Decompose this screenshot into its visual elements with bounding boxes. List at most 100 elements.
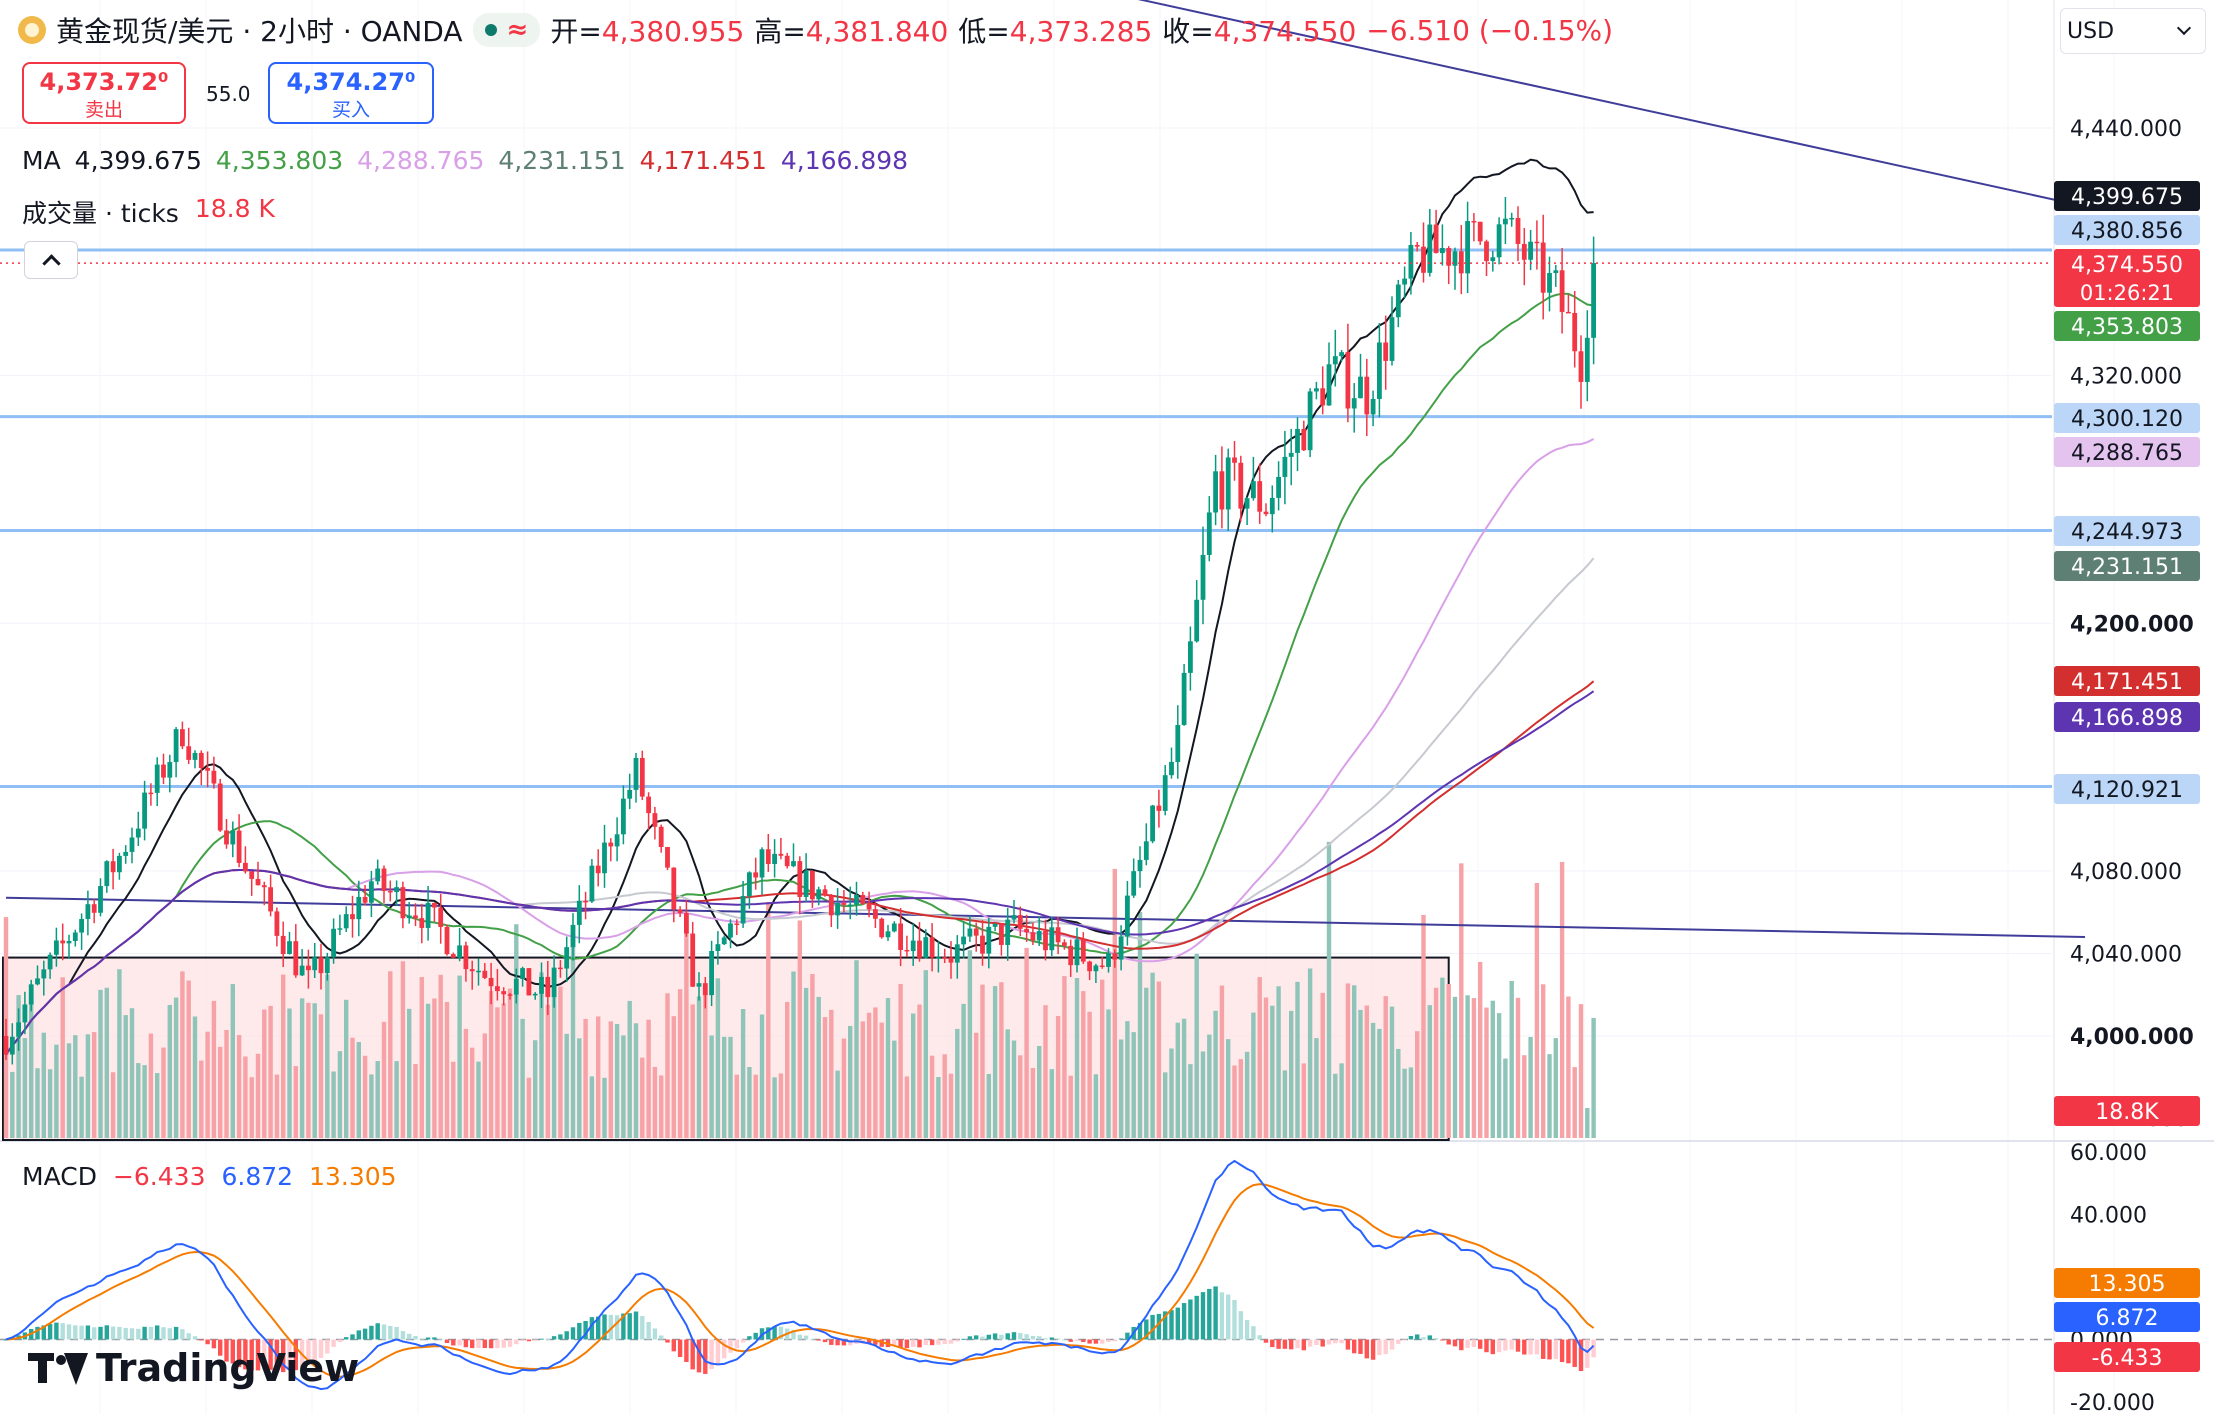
ma-legend[interactable]: MA 4,399.675 4,353.803 4,288.765 4,231.1… [22, 146, 908, 175]
candle [1156, 789, 1162, 828]
candle [526, 968, 532, 996]
candle [847, 886, 853, 920]
candle [1276, 461, 1281, 511]
volume-bar [1528, 1036, 1533, 1138]
volume-bar [709, 1035, 714, 1138]
volume-bar [564, 1033, 569, 1138]
macd-hist-value: −6.433 [112, 1162, 206, 1191]
candle [142, 780, 147, 841]
volume-bar [948, 1073, 954, 1138]
candle [658, 824, 664, 853]
candle [148, 783, 154, 806]
candle [873, 902, 878, 928]
volume-bar [1496, 1013, 1502, 1138]
candle [1559, 248, 1565, 334]
volume-bar [312, 1003, 317, 1138]
candle [759, 847, 765, 895]
volume-bar [866, 1012, 872, 1138]
candle [1213, 454, 1218, 526]
volume-bar [1238, 1059, 1243, 1138]
volume-bar [646, 1019, 651, 1138]
candle [255, 861, 261, 886]
candle [1458, 225, 1464, 295]
macd-histogram-bar [652, 1328, 658, 1340]
collapse-legend-button[interactable] [24, 241, 78, 279]
macd-histogram-bar [974, 1335, 979, 1340]
candle [810, 870, 815, 909]
volume-bar [1446, 983, 1451, 1138]
candle [1068, 939, 1074, 977]
market-status-pill[interactable]: ≈ [472, 13, 541, 47]
candle [570, 913, 576, 961]
macd-histogram-bar [205, 1339, 210, 1345]
macd-histogram-bar [1125, 1332, 1130, 1340]
candle [444, 924, 450, 956]
candle [1465, 201, 1470, 294]
buy-button[interactable]: 4,374.27⁰ 买入 [268, 62, 434, 124]
volume-bar [117, 969, 122, 1138]
volume-bar [1585, 1108, 1590, 1138]
candle [1169, 747, 1174, 779]
buy-label: 买入 [331, 99, 370, 121]
candle [369, 870, 374, 918]
macd-histogram-bar [224, 1339, 229, 1362]
macd-histogram-bar [709, 1339, 714, 1369]
candle [318, 943, 324, 990]
volume-bar [1452, 996, 1458, 1138]
sell-button[interactable]: 4,373.72⁰ 卖出 [22, 62, 186, 124]
tradingview-logo[interactable]: TradingView [28, 1346, 359, 1390]
macd-legend[interactable]: MACD −6.433 6.872 13.305 [22, 1162, 397, 1191]
candle [413, 903, 418, 927]
macd-histogram-bar [791, 1329, 796, 1340]
candle [1534, 220, 1540, 270]
macd-histogram-bar [1106, 1339, 1111, 1342]
macd-histogram-bar [1408, 1335, 1414, 1340]
macd-histogram-bar [696, 1339, 702, 1373]
macd-histogram-bar [1446, 1339, 1451, 1345]
volume-bar [325, 974, 330, 1138]
macd-histogram-bar [898, 1339, 903, 1348]
ma-line-20 [5, 158, 1594, 1056]
candle [690, 921, 696, 987]
candle [1402, 266, 1407, 298]
macd-histogram-bar [1289, 1339, 1294, 1350]
macd-histogram-bar [986, 1334, 991, 1340]
macd-histogram-bar [281, 1339, 286, 1373]
macd-histogram-bar [161, 1327, 166, 1340]
macd-histogram-bar [400, 1331, 406, 1340]
candle [1219, 446, 1225, 529]
macd-histogram-bar [1326, 1339, 1332, 1345]
candle [1528, 229, 1533, 271]
candle [513, 968, 519, 1004]
candle [1515, 206, 1521, 262]
candle [1395, 279, 1401, 328]
volume-tag-text: 18.8K [2095, 1100, 2159, 1125]
macd-histogram-bar [344, 1337, 349, 1340]
symbol-title[interactable]: 黄金现货/美元 · 2小时 · OANDA [56, 15, 463, 48]
candle [1320, 366, 1326, 415]
sell-label: 卖出 [84, 99, 123, 121]
candle [324, 952, 330, 981]
macd-histogram-bar [1049, 1337, 1054, 1340]
ohlc-high: 高=4,381.840 [754, 15, 949, 48]
macd-histogram-bar [1118, 1338, 1124, 1340]
volume-bar [1465, 995, 1470, 1138]
macd-histogram-bar [911, 1339, 916, 1347]
volume-bar [1421, 914, 1426, 1138]
candle [394, 880, 399, 906]
currency-select[interactable]: USD [2060, 8, 2206, 54]
macd-axis-label: -20.000 [2070, 1391, 2155, 1414]
volume-bar [1024, 947, 1029, 1138]
volume-bar [1553, 1038, 1558, 1138]
candle [961, 921, 966, 959]
volume-bar [1156, 981, 1162, 1138]
macd-histogram-bar [1478, 1339, 1483, 1349]
candle [476, 958, 481, 986]
volume-legend[interactable]: 成交量 · ticks 18.8 K [22, 194, 275, 230]
volume-bar [1219, 985, 1225, 1138]
candle [1093, 963, 1099, 984]
macd-histogram-bar [444, 1339, 450, 1344]
volume-bar [1301, 1063, 1306, 1138]
